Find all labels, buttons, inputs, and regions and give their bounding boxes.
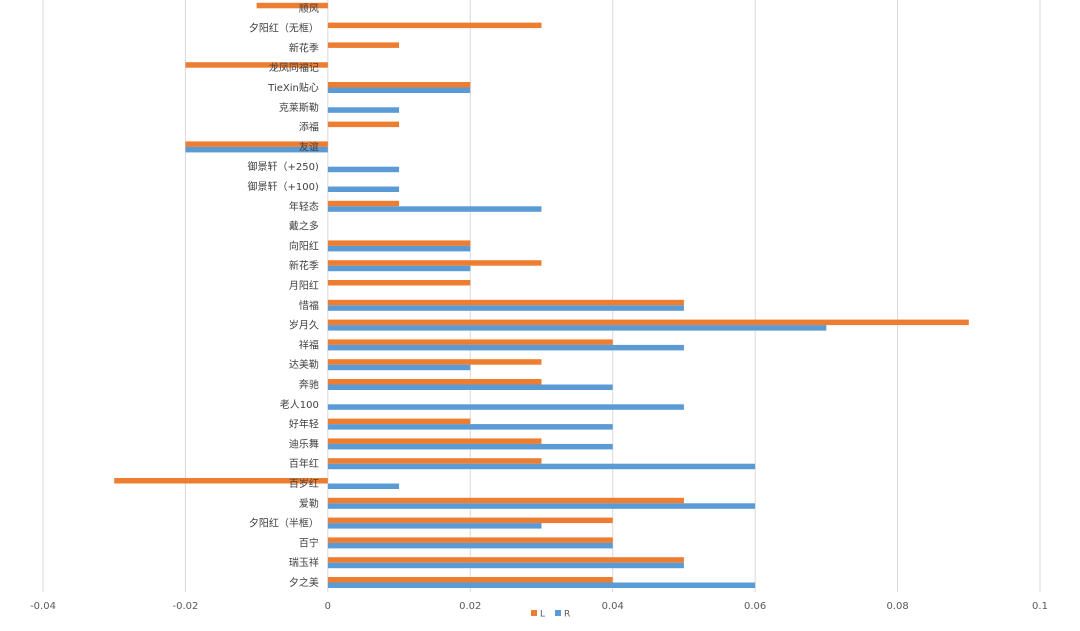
bar-r: [327, 186, 400, 192]
bar-r: [327, 542, 613, 549]
bar-r: [327, 265, 471, 272]
bar-r: [327, 582, 756, 588]
bar-l: [114, 478, 328, 484]
category-label: 顺风: [299, 3, 319, 15]
category-label: 向阳红: [289, 239, 319, 252]
bar-r: [327, 245, 471, 252]
bar-r: [327, 384, 613, 390]
category-label: 奔驰: [299, 378, 319, 391]
category-label: 御景轩（+100): [247, 180, 318, 193]
x-tick-label: 0.04: [602, 601, 624, 612]
legend-label-l: L: [540, 610, 545, 620]
category-label: 克莱斯勒: [279, 101, 319, 114]
category-label: 迪乐舞: [289, 438, 319, 450]
category-label: 友谊: [299, 140, 319, 153]
category-label: 爱勒: [299, 497, 319, 510]
bar-r: [327, 305, 684, 311]
x-tick-label: -0.02: [172, 601, 198, 612]
bar-l: [327, 497, 684, 504]
category-label: 百岁红: [289, 477, 319, 490]
bar-r: [327, 503, 756, 509]
category-label: 月阳红: [289, 279, 319, 292]
bar-l: [327, 299, 684, 306]
category-labels: 夕之美 瑞玉祥 百宁 夕阳红（半框） 爱勒 百岁红 百年红 迪乐舞 好年轻 老人100 奔驰 达美勒 祥…: [247, 3, 318, 589]
bar-l: [327, 42, 400, 48]
bar-l: [327, 577, 613, 583]
bar-l: [327, 82, 471, 88]
bar-r: [327, 107, 400, 113]
bar-l: [327, 517, 613, 524]
bar-r: [327, 443, 613, 450]
bar-l: [327, 557, 684, 563]
bar-l: [327, 260, 542, 266]
category-label: 老人100: [280, 398, 319, 411]
legend-swatch-l: [531, 610, 537, 616]
category-label: 好年轻: [289, 418, 319, 431]
bar-r: [327, 206, 542, 212]
bar-l: [327, 458, 542, 464]
legend-swatch-r: [555, 610, 561, 616]
bar-l: [327, 200, 400, 207]
category-label: 岁月久: [289, 319, 319, 332]
x-tick-label: 0.1: [1032, 601, 1048, 612]
bar-r: [185, 146, 328, 153]
x-tick-label: 0.02: [459, 601, 481, 612]
x-tick-label: 0.06: [744, 601, 766, 612]
category-label: 夕阳红（无框）: [249, 22, 319, 35]
x-tick-label: -0.04: [30, 601, 56, 612]
bar-l: [327, 319, 969, 326]
bar-l: [327, 379, 542, 385]
bar-r: [327, 325, 827, 331]
category-label: 百年红: [289, 457, 319, 470]
bar-r: [327, 87, 471, 93]
category-label: 龙凤同福记: [269, 61, 319, 74]
category-label: 瑞玉祥: [289, 556, 319, 569]
bar-l: [185, 141, 328, 147]
category-label: 达美勒: [289, 358, 319, 371]
x-axis-ticks: -0.04 -0.02 0 0.02 0.04 0.06 0.08 0.1: [30, 601, 1048, 612]
bar-l: [327, 240, 471, 246]
bar-l: [327, 418, 471, 425]
x-tick-label: 0: [325, 601, 331, 612]
x-tick-label: 0.08: [886, 601, 908, 612]
bar-r: [327, 344, 684, 351]
bar-l: [327, 121, 400, 128]
category-label: 夕之美: [289, 576, 319, 589]
category-label: TieXin贴心: [267, 81, 319, 94]
gridlines: [42, 0, 1041, 592]
bar-r: [327, 364, 471, 371]
bar-l: [327, 280, 471, 286]
category-label: 新花季: [289, 259, 319, 272]
category-label: 御景轩（+250): [247, 160, 318, 173]
bar-r: [327, 424, 613, 430]
bar-l: [327, 438, 542, 444]
bar-r: [327, 483, 400, 489]
bars: [114, 2, 969, 588]
bar-l: [327, 537, 613, 543]
bar-r: [327, 523, 542, 529]
category-label: 百宁: [299, 536, 319, 549]
bar-l: [327, 22, 542, 29]
category-label: 祥福: [299, 338, 319, 351]
bar-l: [185, 62, 328, 68]
bar-l: [327, 359, 542, 365]
bar-r: [327, 166, 400, 173]
bar-l: [327, 339, 613, 345]
category-label: 夕阳红（半框）: [249, 517, 319, 530]
category-label: 年轻态: [289, 200, 319, 213]
bar-r: [327, 463, 756, 470]
legend-label-r: R: [564, 610, 570, 620]
bar-r: [327, 404, 684, 410]
category-label: 戴之多: [289, 220, 319, 233]
bar-l: [256, 2, 328, 9]
category-label: 添福: [299, 121, 319, 134]
category-label: 惜福: [299, 299, 319, 312]
category-label: 新花季: [289, 41, 319, 54]
bar-r: [327, 562, 684, 569]
